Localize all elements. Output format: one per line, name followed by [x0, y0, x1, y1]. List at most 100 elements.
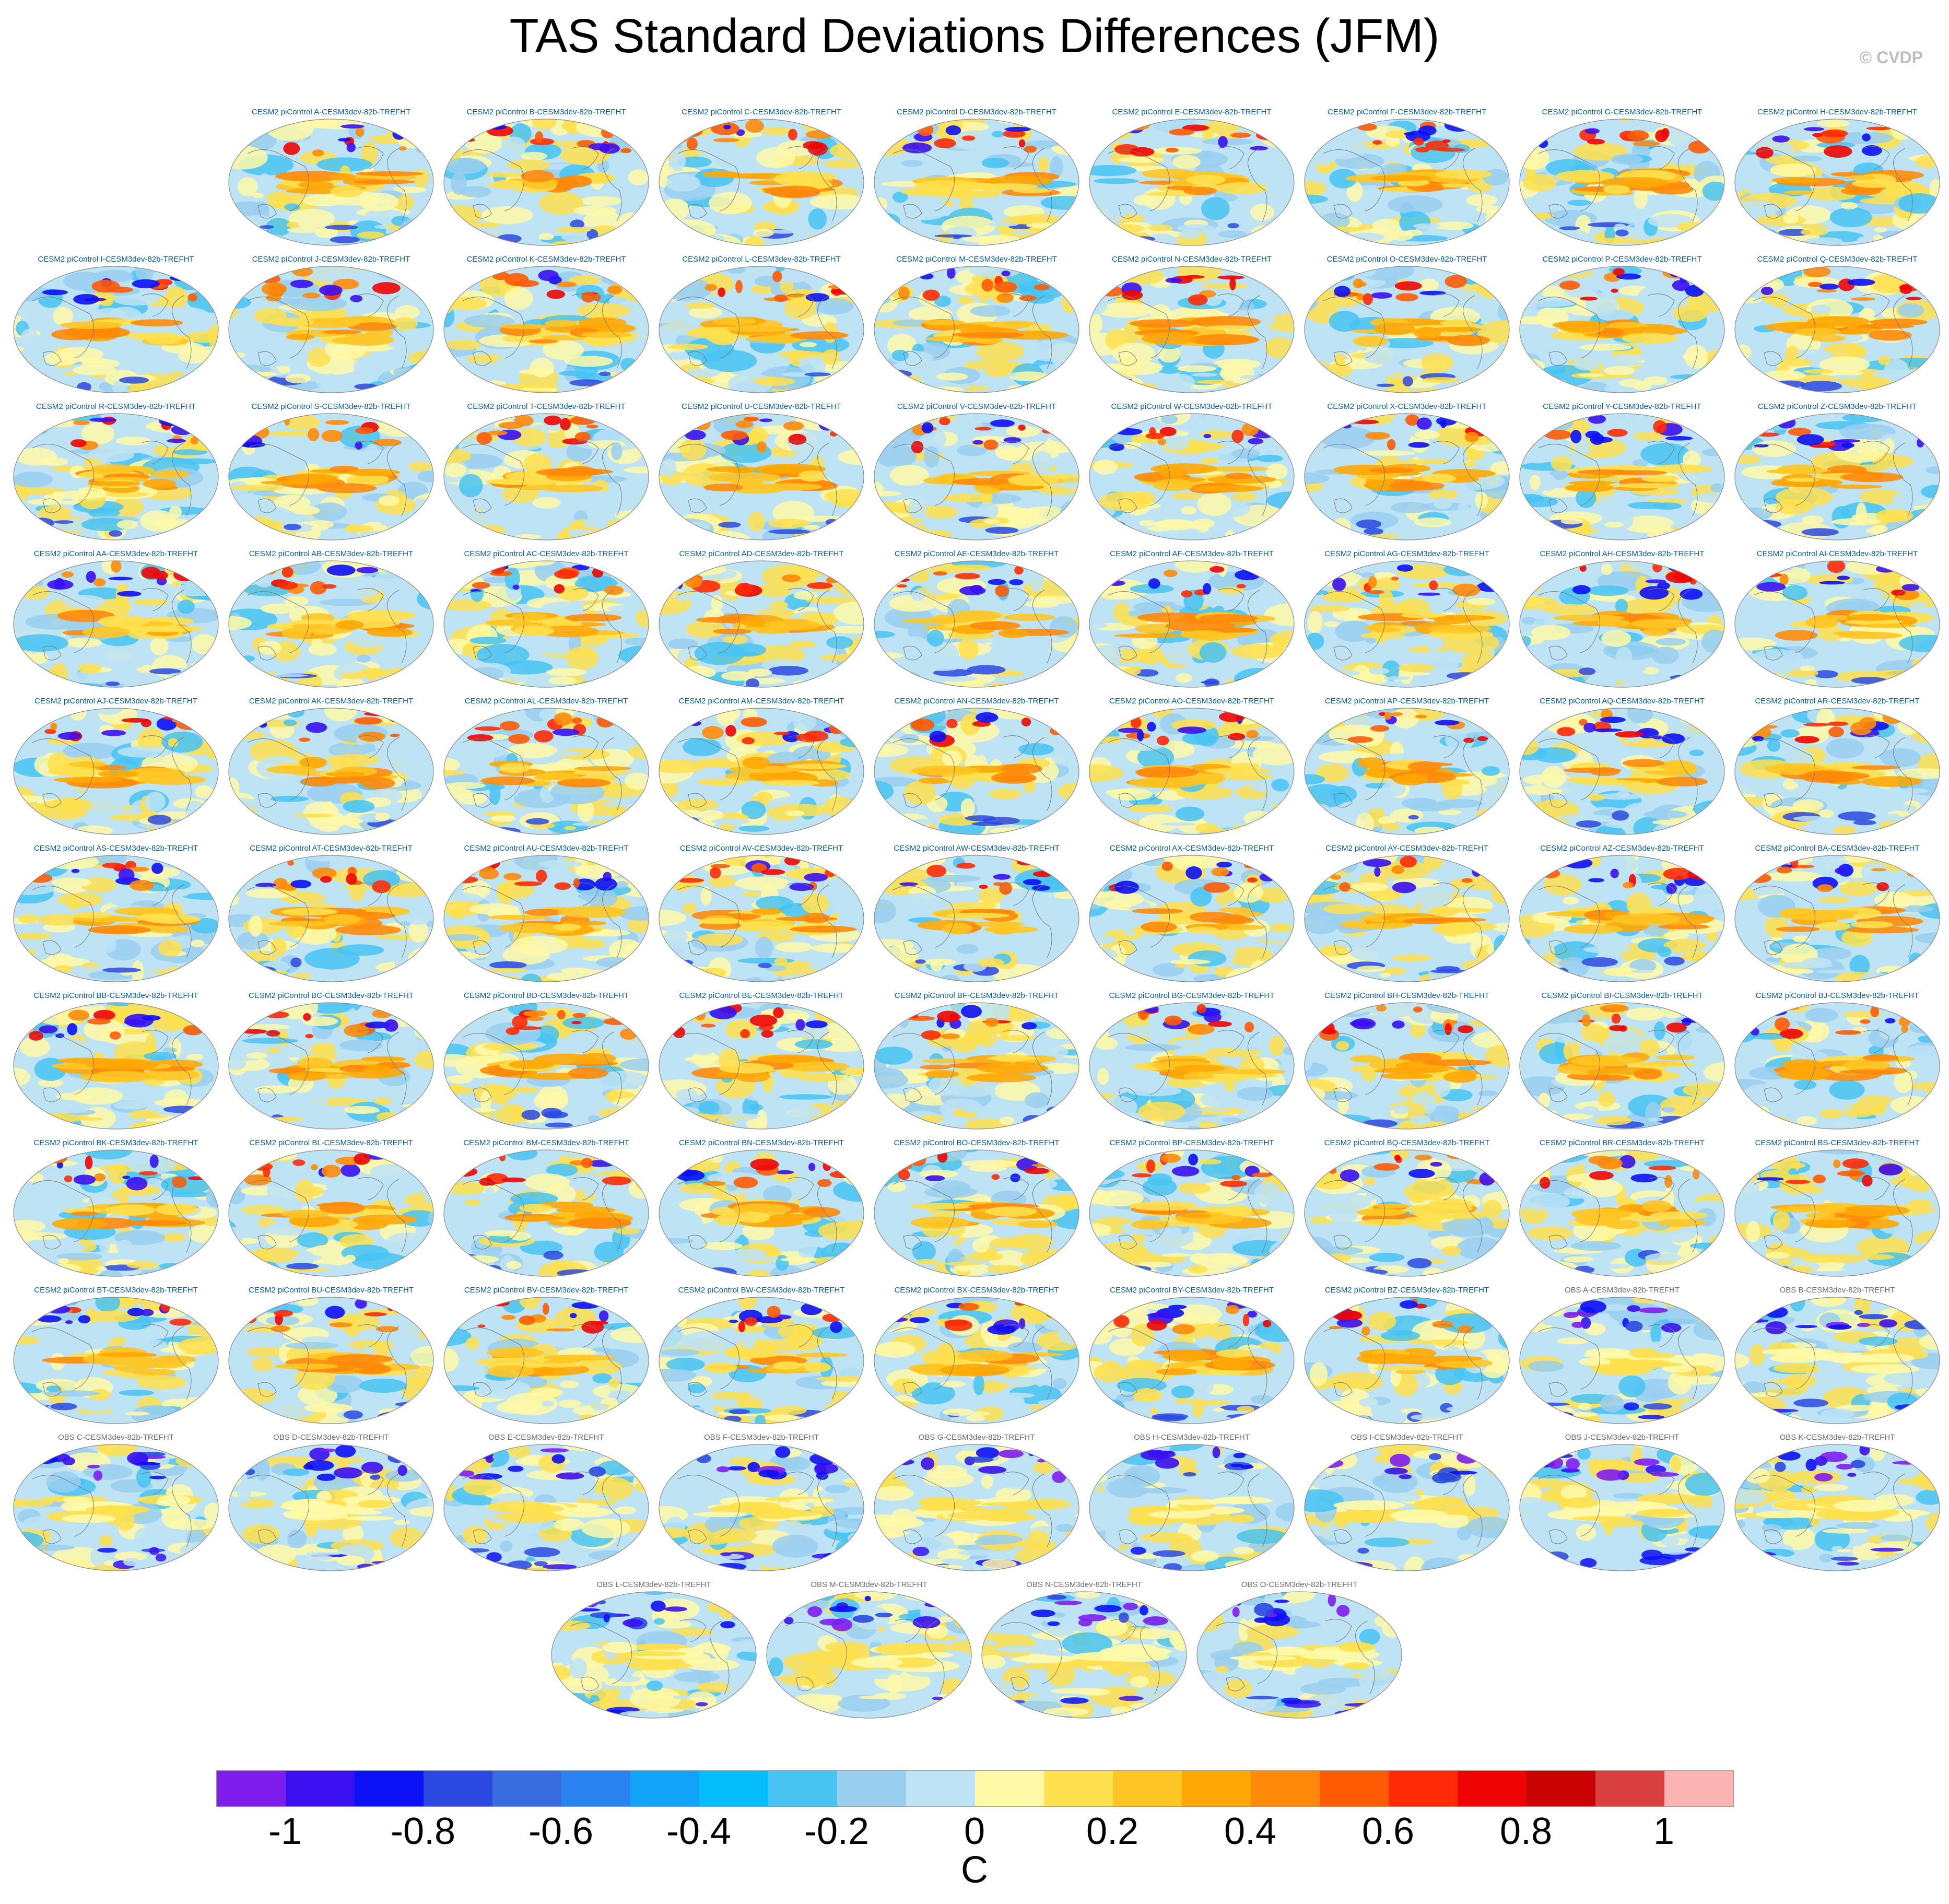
colorbar-swatch — [561, 1771, 630, 1806]
colorbar — [216, 1770, 1734, 1807]
map-panel: CESM2 piControl BR-CESM3dev-82b-TREFHT — [1517, 1138, 1728, 1279]
panel-title: CESM2 piControl AK-CESM3dev-82b-TREFHT — [249, 697, 414, 706]
panel-title: CESM2 piControl BU-CESM3dev-82b-TREFHT — [249, 1286, 414, 1295]
robinson-map — [443, 1149, 649, 1277]
panel-title: CESM2 piControl J-CESM3dev-82b-TREFHT — [252, 255, 410, 264]
panel-title: CESM2 piControl BG-CESM3dev-82b-TREFHT — [1109, 991, 1275, 1000]
figure-title: TAS Standard Deviations Differences (JFM… — [509, 9, 1440, 63]
robinson-map — [1304, 413, 1510, 540]
colorbar-tick-label: -1 — [268, 1811, 302, 1852]
robinson-map — [228, 119, 434, 246]
map-panel: CESM2 piControl E-CESM3dev-82b-TREFHT — [1086, 108, 1297, 249]
map-panel: CESM2 piControl BV-CESM3dev-82b-TREFHT — [441, 1286, 652, 1427]
robinson-map — [874, 413, 1079, 540]
colorbar-tick-label: 0.4 — [1224, 1811, 1277, 1852]
map-panel: CESM2 piControl X-CESM3dev-82b-TREFHT — [1301, 402, 1512, 543]
panel-title: CESM2 piControl K-CESM3dev-82b-TREFHT — [466, 255, 626, 264]
panel-title: CESM2 piControl AO-CESM3dev-82b-TREFHT — [1109, 697, 1274, 706]
panel-title: CESM2 piControl AU-CESM3dev-82b-TREFHT — [464, 844, 629, 853]
map-panel: CESM2 piControl AG-CESM3dev-82b-TREFHT — [1301, 549, 1512, 690]
panel-title: CESM2 piControl A-CESM3dev-82b-TREFHT — [251, 108, 411, 116]
panel-title: CESM2 piControl BN-CESM3dev-82b-TREFHT — [679, 1138, 844, 1147]
map-panel: CESM2 piControl C-CESM3dev-82b-TREFHT — [656, 108, 867, 249]
panel-title: CESM2 piControl AZ-CESM3dev-82b-TREFHT — [1540, 844, 1704, 853]
map-panel: CESM2 piControl AB-CESM3dev-82b-TREFHT — [226, 549, 437, 690]
panel-title: CESM2 piControl H-CESM3dev-82b-TREFHT — [1757, 108, 1917, 116]
map-panel: OBS O-CESM3dev-82b-TREFHT — [1194, 1580, 1405, 1721]
robinson-map — [874, 560, 1079, 688]
map-panel: CESM2 piControl BO-CESM3dev-82b-TREFHT — [871, 1138, 1082, 1279]
robinson-map — [228, 266, 434, 393]
panel-title: CESM2 piControl T-CESM3dev-82b-TREFHT — [467, 402, 626, 411]
robinson-map — [659, 1297, 864, 1424]
map-panel: OBS N-CESM3dev-82b-TREFHT — [979, 1580, 1190, 1721]
robinson-map — [1734, 708, 1940, 835]
robinson-map — [13, 708, 219, 835]
colorbar-tick-label: 0.8 — [1499, 1811, 1553, 1852]
map-panel: CESM2 piControl AI-CESM3dev-82b-TREFHT — [1732, 549, 1943, 690]
robinson-map — [1519, 413, 1725, 540]
panel-title: OBS J-CESM3dev-82b-TREFHT — [1565, 1433, 1680, 1442]
map-panel: OBS C-CESM3dev-82b-TREFHT — [10, 1433, 221, 1574]
map-panel: CESM2 piControl AL-CESM3dev-82b-TREFHT — [441, 697, 652, 838]
panel-title: CESM2 piControl S-CESM3dev-82b-TREFHT — [251, 402, 411, 411]
panel-title: CESM2 piControl AG-CESM3dev-82b-TREFHT — [1324, 549, 1489, 558]
map-panel: CESM2 piControl I-CESM3dev-82b-TREFHT — [10, 255, 221, 396]
robinson-map — [443, 1002, 649, 1130]
map-panel: CESM2 piControl G-CESM3dev-82b-TREFHT — [1517, 108, 1728, 249]
map-panel: CESM2 piControl AS-CESM3dev-82b-TREFHT — [10, 844, 221, 985]
robinson-map — [443, 1297, 649, 1424]
map-panel: CESM2 piControl BI-CESM3dev-82b-TREFHT — [1517, 991, 1728, 1132]
map-panel: OBS H-CESM3dev-82b-TREFHT — [1086, 1433, 1297, 1574]
map-panel: CESM2 piControl Z-CESM3dev-82b-TREFHT — [1732, 402, 1943, 543]
robinson-map — [874, 1002, 1079, 1130]
panel-title: CESM2 piControl Q-CESM3dev-82b-TREFHT — [1757, 255, 1918, 264]
panel-title: CESM2 piControl BS-CESM3dev-82b-TREFHT — [1755, 1138, 1920, 1147]
map-panel: CESM2 piControl BU-CESM3dev-82b-TREFHT — [226, 1286, 437, 1427]
panel-title: CESM2 piControl BC-CESM3dev-82b-TREFHT — [249, 991, 414, 1000]
panel-title: CESM2 piControl AS-CESM3dev-82b-TREFHT — [33, 844, 198, 853]
panel-title: CESM2 piControl AI-CESM3dev-82b-TREFHT — [1756, 549, 1918, 558]
robinson-map — [1519, 1002, 1725, 1130]
robinson-map — [1089, 413, 1295, 540]
map-panel: CESM2 piControl AZ-CESM3dev-82b-TREFHT — [1517, 844, 1728, 985]
panel-title: CESM2 piControl V-CESM3dev-82b-TREFHT — [897, 402, 1056, 411]
colorbar-tick-label: 0 — [964, 1811, 985, 1852]
map-panel: CESM2 piControl AO-CESM3dev-82b-TREFHT — [1086, 697, 1297, 838]
robinson-map — [443, 560, 649, 688]
map-panel: CESM2 piControl AX-CESM3dev-82b-TREFHT — [1086, 844, 1297, 985]
colorbar-tick-label: -0.8 — [390, 1811, 456, 1852]
map-panel: OBS A-CESM3dev-82b-TREFHT — [1517, 1286, 1728, 1427]
map-panel: CESM2 piControl W-CESM3dev-82b-TREFHT — [1086, 402, 1297, 543]
panel-title: CESM2 piControl AR-CESM3dev-82b-TREFHT — [1755, 697, 1920, 706]
robinson-map — [659, 1444, 864, 1571]
panel-title: OBS M-CESM3dev-82b-TREFHT — [811, 1580, 927, 1589]
robinson-map — [1304, 1297, 1510, 1424]
panel-title: CESM2 piControl BK-CESM3dev-82b-TREFHT — [33, 1138, 198, 1147]
map-panel: OBS B-CESM3dev-82b-TREFHT — [1732, 1286, 1943, 1427]
map-panel: CESM2 piControl AM-CESM3dev-82b-TREFHT — [656, 697, 867, 838]
panel-title: CESM2 piControl BP-CESM3dev-82b-TREFHT — [1109, 1138, 1274, 1147]
robinson-map — [874, 1444, 1079, 1571]
panel-title: CESM2 piControl U-CESM3dev-82b-TREFHT — [682, 402, 841, 411]
map-panel: CESM2 piControl AQ-CESM3dev-82b-TREFHT — [1517, 697, 1728, 838]
map-panel: CESM2 piControl BG-CESM3dev-82b-TREFHT — [1086, 991, 1297, 1132]
panel-title: OBS K-CESM3dev-82b-TREFHT — [1779, 1433, 1895, 1442]
colorbar-swatch — [1527, 1771, 1595, 1806]
map-panel: CESM2 piControl Q-CESM3dev-82b-TREFHT — [1732, 255, 1943, 396]
map-panel: CESM2 piControl T-CESM3dev-82b-TREFHT — [441, 402, 652, 543]
colorbar-swatch — [699, 1771, 768, 1806]
map-panel: CESM2 piControl AN-CESM3dev-82b-TREFHT — [871, 697, 1082, 838]
panel-title: CESM2 piControl BF-CESM3dev-82b-TREFHT — [894, 991, 1059, 1000]
robinson-map — [228, 560, 434, 688]
panel-title: CESM2 piControl L-CESM3dev-82b-TREFHT — [682, 255, 841, 264]
map-panel: CESM2 piControl BA-CESM3dev-82b-TREFHT — [1732, 844, 1943, 985]
map-panel: CESM2 piControl AA-CESM3dev-82b-TREFHT — [10, 549, 221, 690]
map-panel: CESM2 piControl N-CESM3dev-82b-TREFHT — [1086, 255, 1297, 396]
panel-title: CESM2 piControl G-CESM3dev-82b-TREFHT — [1542, 108, 1703, 116]
robinson-map — [659, 855, 864, 982]
map-panel: CESM2 piControl AW-CESM3dev-82b-TREFHT — [871, 844, 1082, 985]
map-panel: OBS M-CESM3dev-82b-TREFHT — [764, 1580, 974, 1721]
panel-title: CESM2 piControl AC-CESM3dev-82b-TREFHT — [464, 549, 629, 558]
